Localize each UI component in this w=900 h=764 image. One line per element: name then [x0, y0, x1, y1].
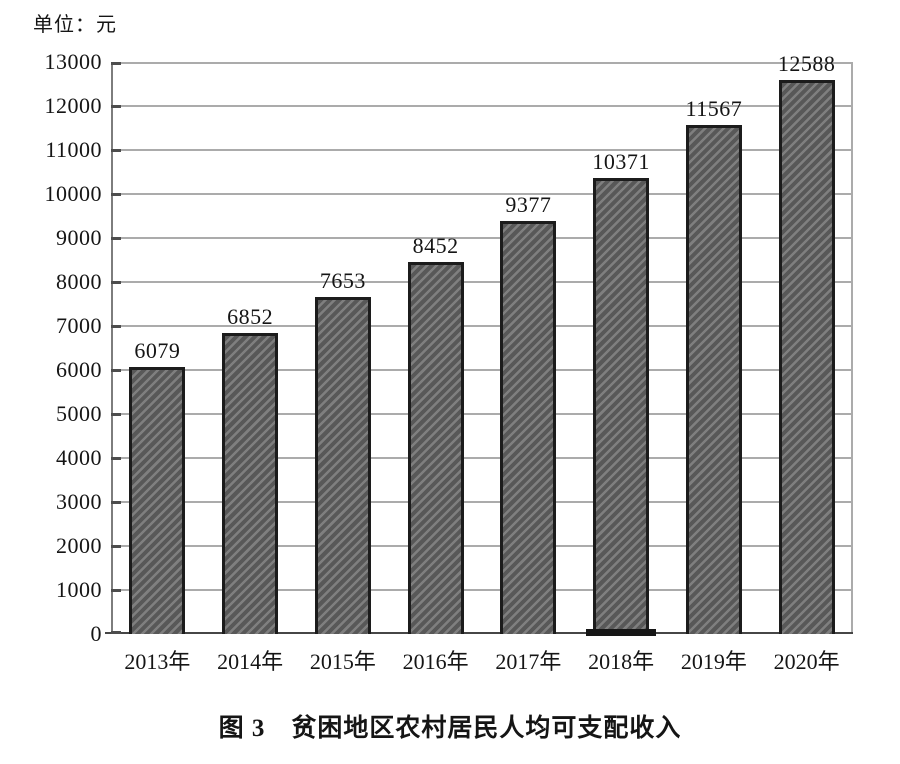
bar — [593, 178, 650, 634]
y-axis-line — [111, 62, 113, 634]
y-axis-tick-label: 6000 — [56, 357, 102, 382]
gridline — [111, 105, 853, 107]
x-axis-tick-label: 2015年 — [309, 649, 376, 674]
y-axis-tick — [111, 631, 121, 634]
gridline — [111, 281, 853, 283]
y-axis-tick-label: 9000 — [56, 225, 102, 250]
y-axis-tick-label: 11000 — [45, 137, 102, 162]
bar-value-label: 11567 — [685, 96, 743, 121]
x-axis-tick-label: 2013年 — [124, 649, 191, 674]
bar-value-label: 10371 — [592, 149, 650, 174]
x-axis-tick-label: 2014年 — [217, 649, 284, 674]
gridline — [111, 325, 853, 327]
bar-value-label: 12588 — [777, 51, 836, 76]
y-axis-tick — [111, 544, 121, 548]
y-axis-tick-label: 13000 — [44, 49, 102, 74]
unit-label: 单位：元 — [33, 14, 117, 36]
x-axis-tick-label: 2017年 — [495, 649, 562, 674]
y-axis-tick-label: 3000 — [56, 489, 102, 514]
y-axis-tick-label: 12000 — [44, 93, 102, 118]
y-axis-tick-label: 0 — [90, 621, 102, 646]
y-axis-tick-label: 4000 — [56, 445, 102, 470]
bar — [778, 80, 835, 634]
ink-smudge-artifact — [586, 629, 657, 636]
y-axis-tick — [111, 148, 121, 152]
chart-caption: 图 3 贫困地区农村居民人均可支配收入 — [218, 715, 682, 742]
gridline — [111, 369, 853, 371]
y-axis-tick-label: 7000 — [56, 313, 102, 338]
plot-frame-top — [111, 62, 853, 64]
x-axis-tick-label: 2019年 — [680, 649, 747, 674]
bar-value-label: 6852 — [227, 304, 274, 329]
bar — [314, 297, 371, 634]
y-axis-tick — [111, 192, 121, 196]
y-axis-tick-label: 2000 — [56, 533, 102, 558]
y-axis-tick — [111, 62, 121, 65]
gridline — [111, 149, 853, 151]
gridline — [111, 237, 853, 239]
y-axis-tick-label: 5000 — [56, 401, 102, 426]
bar-value-label: 8452 — [412, 233, 459, 258]
y-axis-tick — [111, 588, 121, 592]
bar-value-label: 7653 — [319, 268, 366, 293]
y-axis-tick — [111, 368, 121, 372]
plot-frame-right — [851, 62, 853, 634]
bar — [407, 262, 464, 634]
y-axis-tick — [111, 236, 121, 240]
y-axis-labels: 0 1000 2000 3000 4000 5000 6000 7000 8000 9000 100… — [10, 49, 102, 646]
gridline — [111, 501, 853, 503]
y-axis-tick-label: 8000 — [56, 269, 102, 294]
y-axis-tick-label: 1000 — [56, 577, 102, 602]
gridline — [111, 589, 853, 591]
x-axis-tick-label: 2020年 — [773, 649, 840, 674]
y-axis-tick — [111, 412, 121, 416]
bar-value-label: 6079 — [134, 338, 181, 363]
x-axis-tick-label: 2016年 — [402, 649, 469, 674]
gridline — [111, 413, 853, 415]
y-axis-tick — [111, 280, 121, 284]
x-axis-tick-label: 2018年 — [588, 649, 655, 674]
y-axis-tick-label: 10000 — [44, 181, 102, 206]
x-axis-line — [105, 632, 853, 634]
bar — [500, 221, 557, 634]
bar-value-label: 9377 — [505, 192, 552, 217]
bar — [685, 125, 742, 634]
y-axis-tick — [111, 104, 121, 108]
x-axis-labels: 2013年 2014年 2015年 2016年 2017年 2018年 2019年 2020年 — [111, 644, 853, 674]
gridline — [111, 193, 853, 195]
gridline — [111, 457, 853, 459]
y-axis-tick — [111, 324, 121, 328]
y-axis-tick — [111, 456, 121, 460]
bar — [129, 367, 186, 634]
plot-area: 6079 6852 7653 8452 9377 10371 11567 12588 — [105, 51, 853, 636]
gridline — [111, 545, 853, 547]
y-axis-tick — [111, 500, 121, 504]
bar — [222, 333, 279, 634]
